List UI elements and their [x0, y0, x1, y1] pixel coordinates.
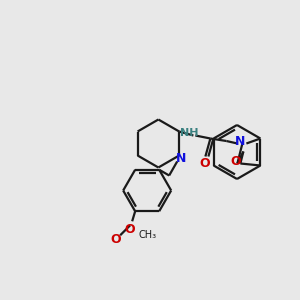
Text: CH₃: CH₃: [138, 230, 156, 240]
Text: O: O: [111, 233, 122, 246]
Text: O: O: [199, 157, 210, 170]
Text: O: O: [125, 223, 136, 236]
Text: NH: NH: [180, 128, 199, 139]
Text: N: N: [176, 152, 186, 165]
Text: N: N: [235, 135, 246, 148]
Text: O: O: [230, 155, 241, 168]
